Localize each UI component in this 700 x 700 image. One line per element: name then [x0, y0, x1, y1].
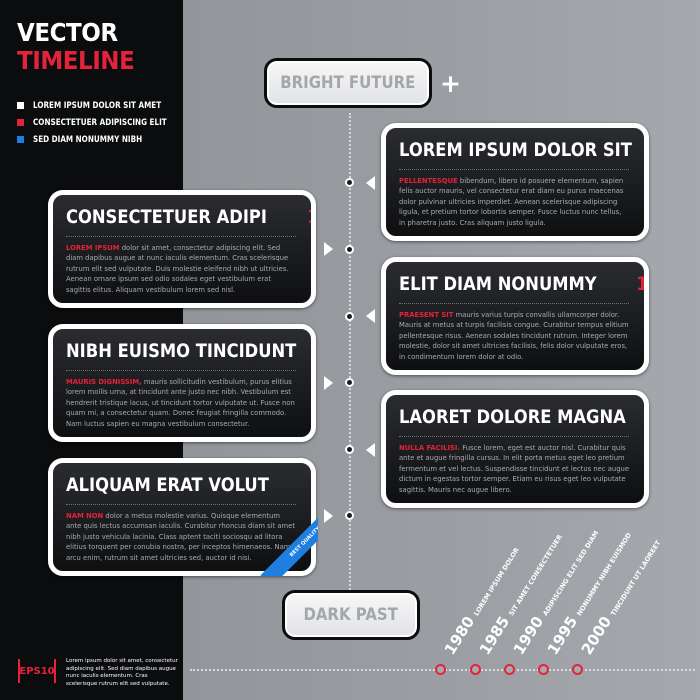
timeline-card-1990: ELIT DIAM NONUMMY 1990 PRAESENT SIT maur… — [381, 257, 649, 375]
card-body: MAURIS DIGNISSIM, mauris sollicitudin ve… — [66, 377, 296, 429]
mini-timeline-year: 1995 — [543, 613, 582, 658]
card-pointer — [324, 242, 333, 256]
timeline-card-1985: NIBH EUISMO TINCIDUNT 1985 MAURIS DIGNIS… — [48, 324, 316, 442]
mini-timeline-year: 1980 — [440, 613, 479, 658]
card-lead: LOREM IPSUM — [66, 244, 120, 252]
card-body: NULLA FACILISI. Fusce lorem, eget est au… — [399, 443, 629, 495]
card-year: 1990 — [636, 273, 648, 295]
timeline-node — [345, 245, 354, 254]
quality-ribbon-clip: BEST QUALITY — [250, 508, 318, 576]
card-title: LOREM IPSUM DOLOR SIT — [399, 139, 632, 161]
legend-label: CONSECTETUER ADIPISCING ELIT — [33, 117, 167, 128]
card-title: LAORET DOLORE MAGNA — [399, 406, 626, 428]
card-divider — [66, 236, 296, 237]
card-divider — [399, 169, 629, 170]
card-pointer — [366, 443, 375, 457]
page-title-line1: VECTOR — [17, 18, 118, 47]
card-body: PELLENTESQUE bibendum, libero id posuere… — [399, 176, 629, 228]
best-quality-ribbon: BEST QUALITY — [260, 508, 318, 576]
mini-timeline-year: 1985 — [475, 613, 514, 658]
timeline-node — [345, 378, 354, 387]
timeline-node — [345, 511, 354, 520]
card-text: mauris sollicitudin vestibulum, purus el… — [66, 378, 295, 428]
mini-timeline-dot — [504, 664, 515, 675]
card-text: Fusce lorem, eget est auctor nisl. Curab… — [399, 444, 630, 494]
mini-timeline-dot — [538, 664, 549, 675]
timeline-card-1975: ALIQUAM ERAT VOLUT 1975 NAM NON dolor a … — [48, 458, 316, 576]
timeline-node — [345, 178, 354, 187]
card-body: NAM NON dolor a metus molestie varius. Q… — [66, 511, 296, 563]
card-body: PRAESENT SIT mauris varius turpis conval… — [399, 310, 629, 362]
page-title-line2: TIMELINE — [17, 46, 135, 75]
card-divider — [399, 303, 629, 304]
legend-item: LOREM IPSUM DOLOR SIT AMET — [17, 97, 190, 114]
card-lead: PRAESENT SIT — [399, 311, 454, 319]
timeline-axis — [349, 113, 351, 590]
mini-timeline-dot — [572, 664, 583, 675]
legend-item: SED DIAM NONUMMY NIBH — [17, 131, 190, 148]
card-year: 1995 — [307, 206, 311, 228]
bright-future-label: BRIGHT FUTURE — [280, 73, 416, 93]
plus-icon: + — [440, 69, 461, 98]
timeline-node — [345, 445, 354, 454]
timeline-card-1995: CONSECTETUER ADIPI 1995 LOREM IPSUM dolo… — [48, 190, 316, 308]
mini-timeline-dot — [435, 664, 446, 675]
card-lead: MAURIS DIGNISSIM, — [66, 378, 142, 386]
card-divider — [399, 436, 629, 437]
card-pointer — [324, 376, 333, 390]
card-pointer — [324, 509, 333, 523]
legend-swatch-red — [17, 119, 24, 126]
dark-past-pill: DARK PAST — [282, 590, 420, 640]
card-divider — [66, 504, 296, 505]
card-pointer — [366, 176, 375, 190]
card-pointer — [366, 309, 375, 323]
card-text: dolor a metus molestie varius. Quisque e… — [66, 512, 296, 562]
mini-timeline-year: 2000 — [577, 613, 616, 658]
card-year: 1975 — [309, 474, 311, 496]
card-lead: NAM NON — [66, 512, 104, 520]
eps-badge: EPS10 — [18, 659, 56, 683]
card-title: ALIQUAM ERAT VOLUT — [66, 474, 269, 496]
mini-timeline-year: 1990 — [509, 613, 548, 658]
footer-note: Lorem ipsum dolor sit amet, consectetur … — [66, 658, 178, 687]
legend-swatch-white — [17, 102, 24, 109]
timeline-card-2000: LOREM IPSUM DOLOR SIT 2000 PELLENTESQUE … — [381, 123, 649, 241]
card-text: mauris varius turpis convallis ullamcorp… — [399, 311, 629, 361]
card-lead: PELLENTESQUE — [399, 177, 458, 185]
card-title: NIBH EUISMO TINCIDUNT — [66, 340, 297, 362]
card-text: bibendum, libero id posuere elementum, s… — [399, 177, 624, 227]
timeline-node — [345, 312, 354, 321]
dark-past-label: DARK PAST — [303, 605, 399, 625]
card-title: ELIT DIAM NONUMMY — [399, 273, 597, 295]
card-divider — [66, 370, 296, 371]
timeline-card-1980: LAORET DOLORE MAGNA 1980 NULLA FACILISI.… — [381, 390, 649, 508]
card-lead: NULLA FACILISI. — [399, 444, 461, 452]
mini-timeline-dot — [470, 664, 481, 675]
card-title: CONSECTETUER ADIPI — [66, 206, 267, 228]
bright-future-pill: BRIGHT FUTURE — [264, 58, 432, 108]
card-body: LOREM IPSUM dolor sit amet, consectetur … — [66, 243, 296, 295]
legend-label: SED DIAM NONUMMY NIBH — [33, 134, 143, 145]
legend-label: LOREM IPSUM DOLOR SIT AMET — [33, 100, 162, 111]
legend-swatch-blue — [17, 136, 24, 143]
legend: LOREM IPSUM DOLOR SIT AMET CONSECTETUER … — [17, 97, 190, 148]
legend-item: CONSECTETUER ADIPISCING ELIT — [17, 114, 190, 131]
card-text: dolor sit amet, consectetur adipiscing e… — [66, 244, 289, 294]
